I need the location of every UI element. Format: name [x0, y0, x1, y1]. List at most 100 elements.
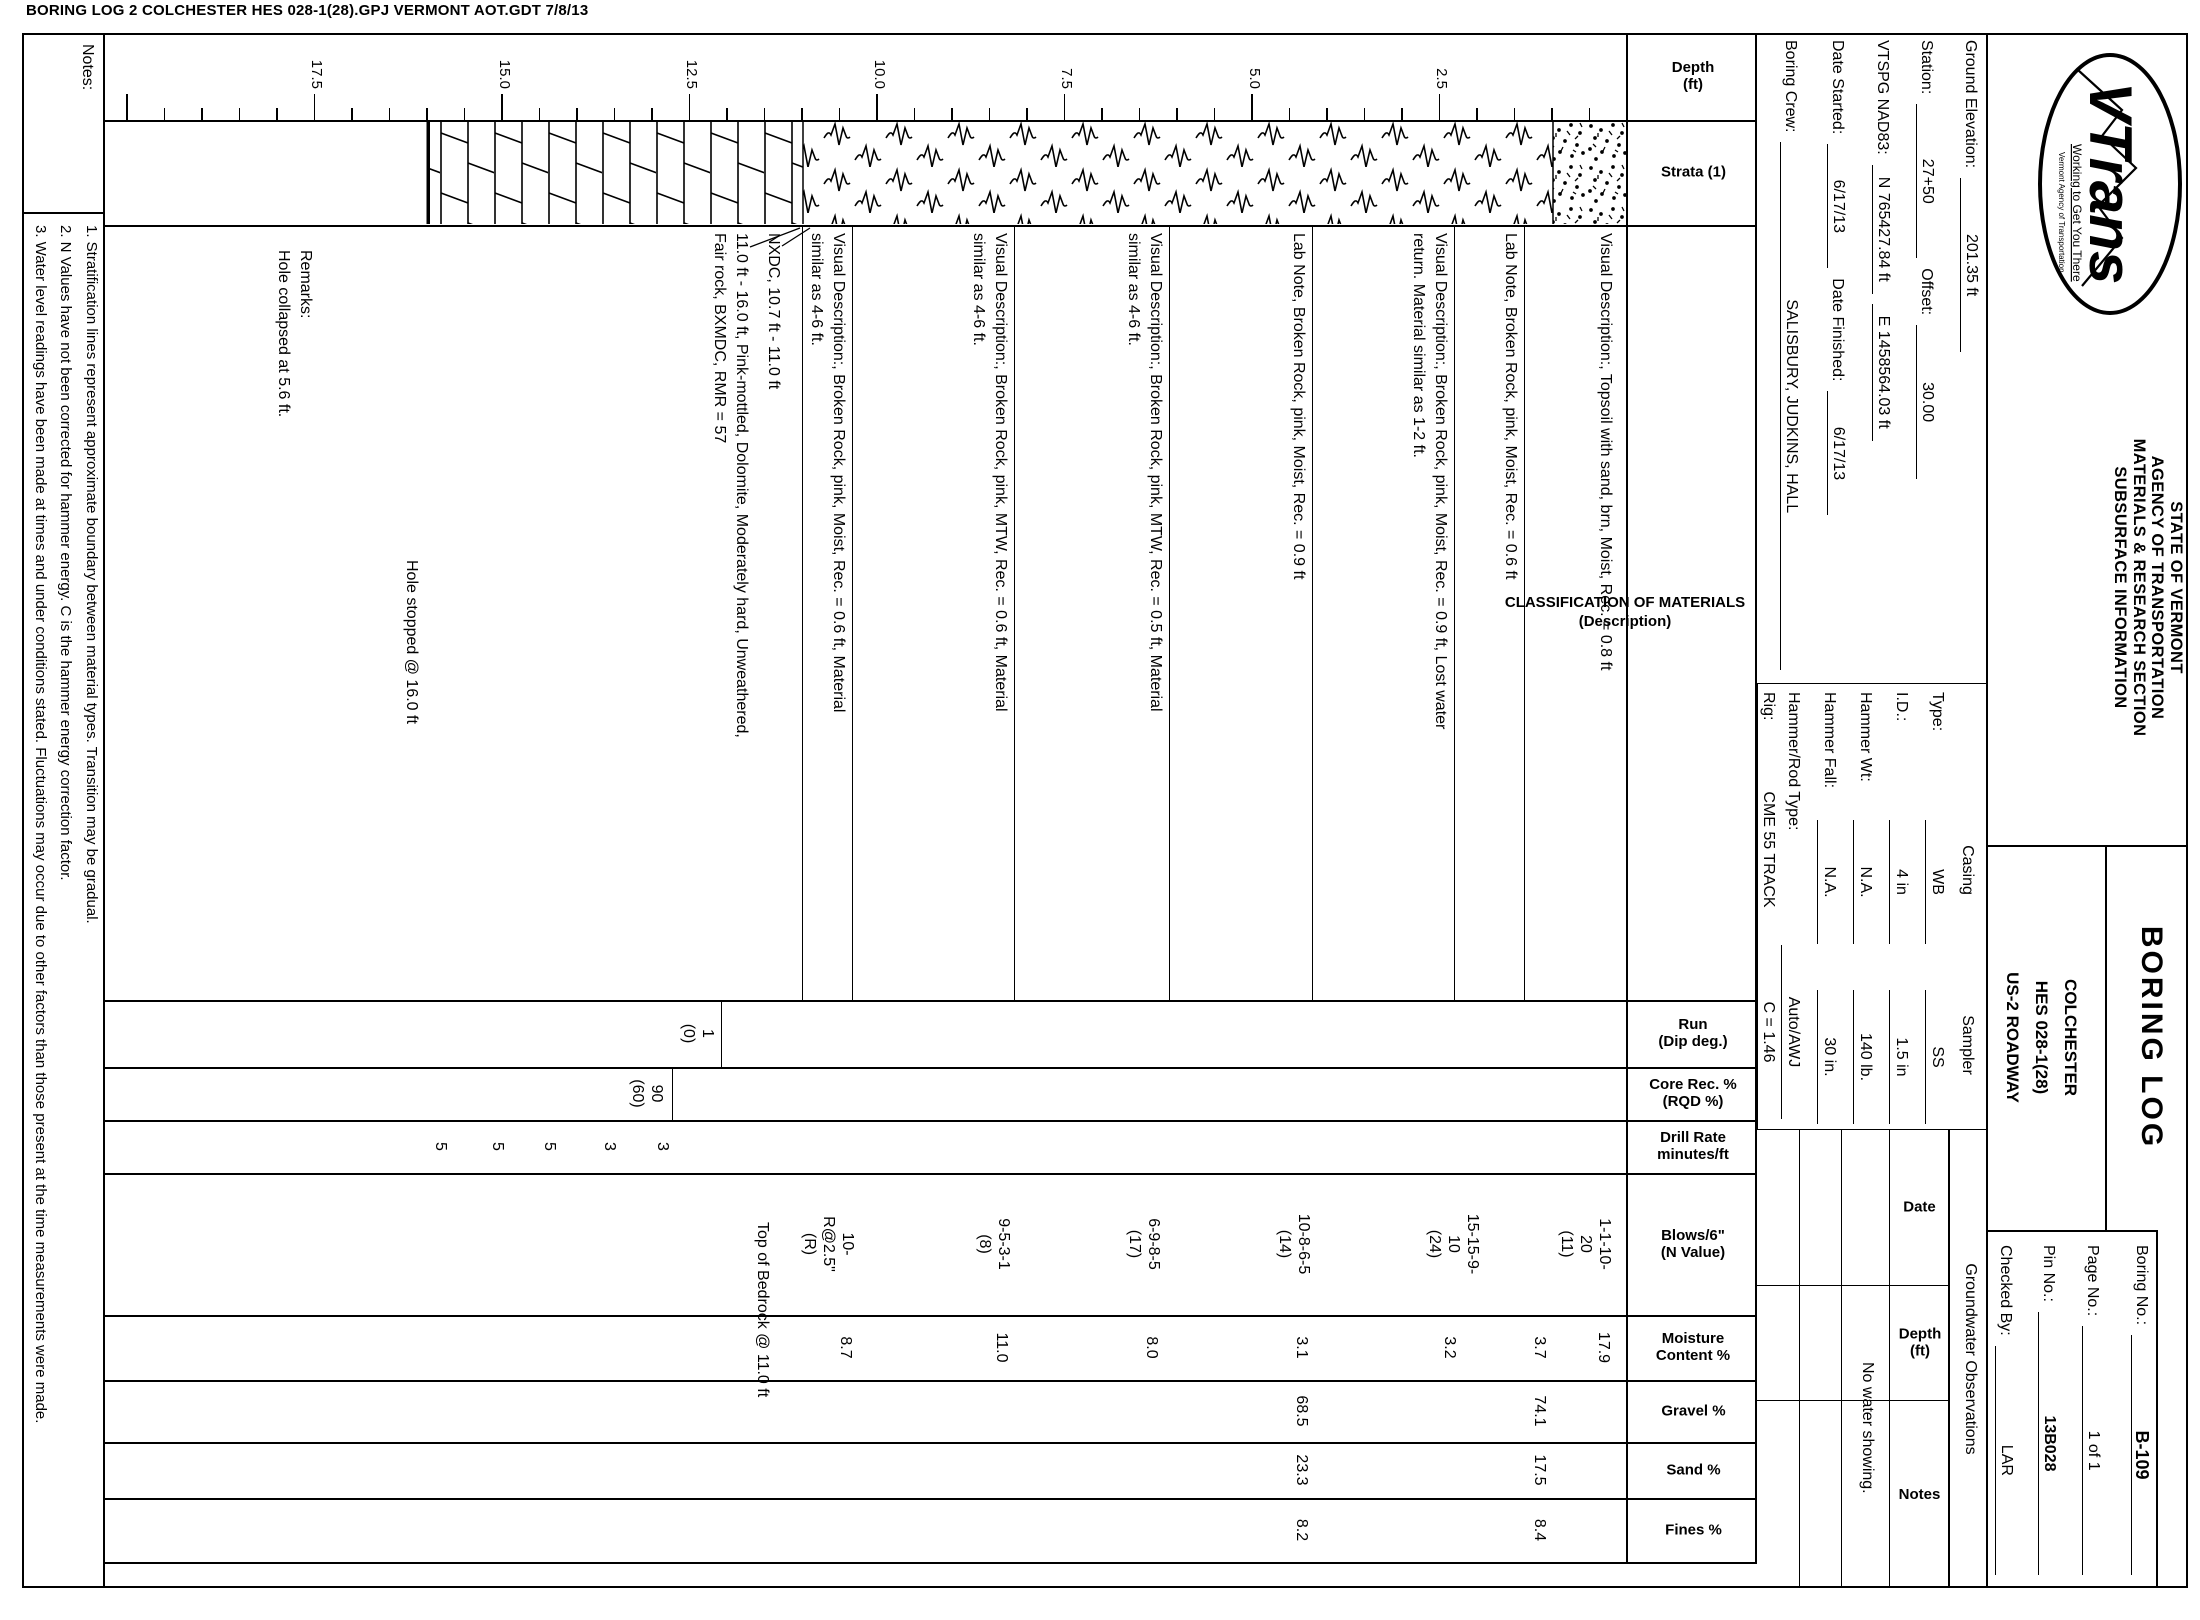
boring-crew-label: Boring Crew:: [1782, 40, 1799, 133]
gint-stamp: BORING LOG 2 COLCHESTER HES 028-1(28).GP…: [26, 2, 589, 19]
checked-by-label: Checked By:: [1997, 1245, 2014, 1336]
moisture-value: 8.7: [837, 1336, 855, 1359]
depth-tick: [1176, 108, 1178, 120]
column-grid-line: [105, 1120, 1757, 1122]
depth-tick: [1439, 94, 1441, 120]
moisture-value: 3.1: [1293, 1336, 1311, 1359]
description-boundary-line: [1014, 225, 1016, 1000]
hammer-fall-casing: N.A.: [1817, 820, 1840, 944]
depth-tick: [1551, 108, 1553, 120]
strata-boundary-line: [426, 121, 430, 224]
note-1: 1. Stratification lines represent approx…: [83, 225, 100, 924]
dates-row: Date Started: 6/17/13 Date Finished: 6/1…: [1827, 40, 1848, 516]
depth-tick: [1589, 108, 1591, 120]
gw-notes-header: Notes: [1898, 1486, 1941, 1503]
date-finished-label: Date Finished:: [1829, 278, 1846, 382]
gravel-value: 74.1: [1531, 1395, 1549, 1427]
sand-value: 23.3: [1293, 1454, 1311, 1486]
depth-tick: [614, 108, 616, 120]
depth-tick: [651, 108, 653, 120]
depth-tick-label: 15.0: [496, 59, 513, 89]
groundwater-title: Groundwater Observations: [1962, 1263, 1979, 1455]
moisture-value: 3.2: [1441, 1336, 1459, 1359]
ids-left-line: [1988, 1230, 2158, 1232]
depth-tick: [1364, 108, 1366, 120]
ground-elevation-row: Ground Elevation: 201.35 ft: [1960, 40, 1981, 353]
depth-tick: [576, 108, 578, 120]
fines-value: 8.4: [1531, 1518, 1549, 1542]
depth-tick: [1251, 94, 1253, 120]
drill_rate-value: 3: [601, 1142, 619, 1151]
id-casing: 4 in: [1889, 820, 1912, 944]
easting-value: E 1458564.03 ft: [1872, 303, 1893, 441]
project-title: COLCHESTER HES 028-1(28) US-2 ROADWAY: [2003, 972, 2080, 1103]
gw-line-4: [1799, 1130, 1800, 1588]
column-grid-line: [105, 120, 1757, 122]
agency-title: STATE OF VERMONT AGENCY OF TRANSPORTATIO…: [2111, 438, 2186, 737]
page-no-label: Page No.:: [2084, 1245, 2101, 1317]
logo-wordmark: VTrans: [2077, 82, 2144, 284]
col-header-classification: CLASSIFICATION OF MATERIALS (Description…: [1504, 594, 1746, 630]
depth-tick: [689, 94, 691, 120]
column-grid-line: [105, 225, 1757, 227]
depth-tick: [876, 94, 878, 120]
pin-no-row: Pin No.: 13B028: [2038, 1245, 2059, 1575]
offset-label: Offset:: [1918, 268, 1935, 316]
page-no-row: Page No.: 1 of 1: [2082, 1245, 2103, 1575]
depth-tick: [351, 108, 353, 120]
form-title: BORING LOG: [2135, 925, 2168, 1150]
depth-tick-label: 5.0: [1246, 68, 1263, 89]
run-bracket-line: [672, 1067, 674, 1120]
description-boundary-line: [1524, 225, 1526, 1000]
depth-tick: [839, 108, 841, 120]
description-text: Visual Description:, Broken Rock, pink, …: [808, 233, 848, 713]
date-started-value: 6/17/13: [1827, 144, 1848, 269]
description-text: Visual Description:, Broken Rock, pink, …: [970, 233, 1010, 712]
pin-no-value: 13B028: [2038, 1311, 2059, 1575]
depth-tick: [1289, 108, 1291, 120]
pin-no-label: Pin No.:: [2040, 1245, 2057, 1302]
column-grid-line: [105, 1498, 1757, 1500]
moisture-value: 8.0: [1143, 1336, 1161, 1359]
table-top-line: [1755, 33, 1757, 1564]
col-header-fines: Fines %: [1665, 1521, 1722, 1539]
ground-elevation-label: Ground Elevation:: [1962, 40, 1979, 169]
depth-tick-label: 7.5: [1058, 68, 1076, 89]
depth-tick-label: 17.5: [308, 59, 326, 89]
depth-tick: [1401, 108, 1403, 120]
log-annotation: Top of Bedrock @ 11.0 ft: [754, 1222, 772, 1398]
description-boundary-line: [1169, 225, 1171, 1000]
blows-value: 10- R@2.5" (R): [801, 1216, 856, 1272]
col-header-strata: Strata (1): [1660, 163, 1727, 181]
col-header-run: Run (Dip deg.): [1658, 1016, 1728, 1050]
strata-zone-topsoil: [1553, 121, 1628, 224]
date-finished-value: 6/17/13: [1827, 391, 1848, 516]
column-grid-line: [105, 1000, 1757, 1002]
gw-depth-header: Depth (ft): [1898, 1325, 1942, 1360]
description-boundary-line: [1312, 225, 1313, 1000]
date-started-label: Date Started:: [1829, 40, 1846, 135]
type-label: Type:: [1929, 692, 1946, 732]
depth-tick-label: 10.0: [871, 59, 888, 89]
boring-crew-row: Boring Crew: SALISBURY, JUDKINS, HALL: [1780, 40, 1801, 670]
description-text: NXDC, 10.7 ft - 11.0 ft: [765, 233, 782, 390]
drill_rate-value: 5: [488, 1142, 506, 1151]
drill_rate-value: 5: [541, 1142, 559, 1151]
station-label: Station:: [1918, 40, 1935, 95]
description-text: Lab Note, Broken Rock, pink, Moist, Rec.…: [1502, 233, 1520, 580]
northing-value: N 765427.84 ft: [1872, 164, 1893, 294]
column-grid-line: [105, 1442, 1757, 1444]
depth-tick: [1026, 108, 1028, 120]
remarks-text: Hole collapsed at 5.6 ft.: [275, 250, 292, 418]
rig-value: CME 55 TRACK: [1756, 745, 1779, 954]
rod-type-label: Hammer/Rod Type:: [1785, 692, 1802, 831]
depth-tick: [726, 108, 728, 120]
depth-tick: [126, 94, 128, 120]
depth-tick: [1476, 108, 1478, 120]
description-text: 11.0 ft - 16.0 ft, Pink-mottled, Dolomit…: [711, 233, 751, 738]
depth-tick: [464, 108, 466, 120]
strata-column-graphic: [426, 121, 1628, 224]
core_rec-value: 90 (60): [629, 1079, 666, 1108]
depth-tick-label: 12.5: [683, 59, 701, 89]
